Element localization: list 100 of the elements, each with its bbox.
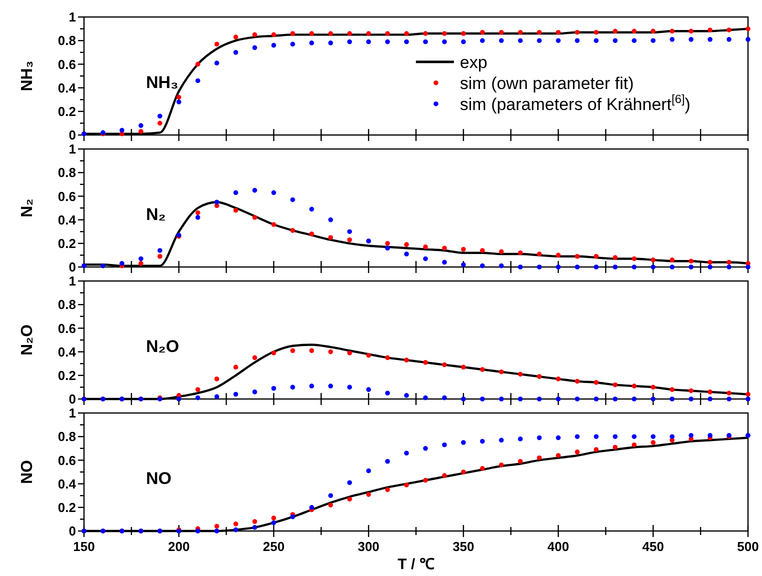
annotation: N₂O xyxy=(146,336,180,356)
point xyxy=(708,433,712,438)
point xyxy=(518,264,523,270)
y-tick-label: 1 xyxy=(68,406,76,421)
y-tick-label: 0.2 xyxy=(58,236,76,251)
point xyxy=(347,237,352,242)
point xyxy=(290,31,296,36)
point xyxy=(233,190,238,196)
point xyxy=(632,264,637,270)
point xyxy=(157,114,162,119)
point xyxy=(498,30,504,35)
y-tick-label: 1 xyxy=(68,142,76,157)
y-tick-label: 0.6 xyxy=(58,320,76,336)
point xyxy=(309,505,314,510)
point xyxy=(138,261,144,266)
point xyxy=(746,26,750,32)
point xyxy=(498,38,504,43)
point xyxy=(195,395,200,400)
point xyxy=(328,217,334,222)
point xyxy=(252,525,258,530)
point xyxy=(461,39,466,44)
point xyxy=(366,492,371,497)
point xyxy=(347,480,352,486)
point xyxy=(271,42,276,48)
point xyxy=(708,28,712,32)
y-tick-label: 0.4 xyxy=(58,344,77,360)
point xyxy=(536,396,542,402)
point xyxy=(650,258,656,262)
point xyxy=(612,264,618,270)
point xyxy=(195,387,200,392)
point xyxy=(271,32,276,38)
point xyxy=(157,248,162,253)
point xyxy=(632,28,637,34)
point xyxy=(404,242,409,247)
point xyxy=(650,434,656,439)
point xyxy=(556,264,561,270)
point xyxy=(726,37,732,42)
point xyxy=(404,39,409,44)
point xyxy=(632,38,637,43)
point xyxy=(650,440,656,445)
point xyxy=(214,528,220,534)
point xyxy=(233,50,238,55)
point xyxy=(556,38,561,43)
point xyxy=(518,38,523,43)
point xyxy=(214,42,220,47)
point xyxy=(670,28,675,34)
point xyxy=(404,252,409,256)
point xyxy=(461,364,466,370)
point xyxy=(366,31,371,36)
point xyxy=(650,264,656,270)
point xyxy=(271,386,276,391)
point xyxy=(498,438,504,443)
point xyxy=(423,39,428,44)
point xyxy=(442,260,447,265)
point xyxy=(176,396,182,402)
point xyxy=(385,246,390,251)
point xyxy=(556,435,561,440)
point xyxy=(385,487,390,492)
point xyxy=(632,442,637,448)
point xyxy=(442,246,447,251)
point xyxy=(233,34,238,40)
point xyxy=(556,252,561,258)
point xyxy=(746,392,750,397)
point xyxy=(574,378,580,384)
point xyxy=(328,235,334,240)
point xyxy=(708,37,712,42)
point xyxy=(271,222,276,227)
point xyxy=(688,264,694,270)
point xyxy=(536,252,542,256)
point xyxy=(536,264,542,270)
point xyxy=(233,527,238,532)
point xyxy=(746,264,750,270)
point xyxy=(385,31,390,36)
y-tick-label: 0.4 xyxy=(58,80,77,96)
point xyxy=(708,396,712,402)
point xyxy=(612,396,618,402)
point xyxy=(536,455,542,460)
x-tick-label: 300 xyxy=(358,539,380,554)
point xyxy=(252,355,258,360)
point xyxy=(480,263,485,268)
point xyxy=(670,434,675,439)
point xyxy=(252,45,258,50)
point xyxy=(480,438,485,444)
y-tick-label: 0 xyxy=(68,524,76,539)
point xyxy=(404,450,409,456)
y-tick-label: 1 xyxy=(68,10,76,25)
point xyxy=(480,38,485,43)
point xyxy=(498,249,504,254)
y-tick-label: 0.2 xyxy=(58,500,76,515)
point xyxy=(385,241,390,246)
point xyxy=(594,434,599,439)
point xyxy=(404,393,409,398)
point xyxy=(120,128,124,133)
point xyxy=(328,349,334,354)
point xyxy=(480,248,485,253)
y-tick-label: 0.8 xyxy=(58,429,76,444)
point xyxy=(574,450,580,454)
point xyxy=(252,32,258,38)
point xyxy=(498,369,504,374)
point xyxy=(594,38,599,43)
